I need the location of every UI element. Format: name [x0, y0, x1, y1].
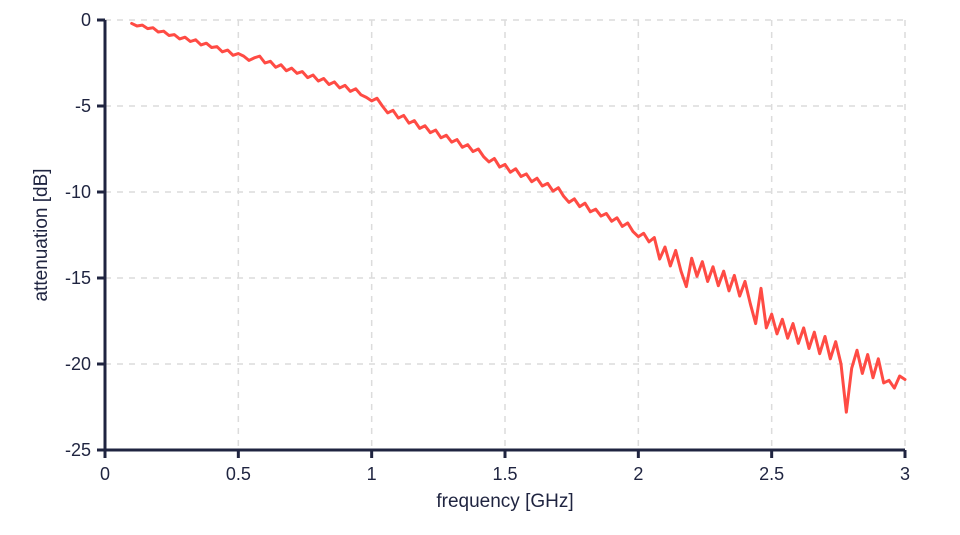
x-tick-label: 0 — [100, 464, 110, 484]
y-tick-label: -10 — [65, 182, 91, 202]
x-tick-label: 1 — [367, 464, 377, 484]
x-axis-label: frequency [GHz] — [436, 491, 573, 512]
x-tick-label: 2.5 — [759, 464, 784, 484]
y-tick-label: -20 — [65, 354, 91, 374]
y-tick-label: -5 — [75, 96, 91, 116]
x-tick-label: 3 — [900, 464, 910, 484]
x-tick-label: 2 — [633, 464, 643, 484]
y-tick-label: -15 — [65, 268, 91, 288]
y-axis-label: attenuation [dB] — [31, 168, 52, 301]
y-tick-label: 0 — [81, 10, 91, 30]
x-tick-label: 1.5 — [492, 464, 517, 484]
x-tick-label: 0.5 — [226, 464, 251, 484]
y-tick-label: -25 — [65, 440, 91, 460]
attenuation-vs-frequency-chart: 0 0.5 1 1.5 2 2.5 3 -25 -20 -15 -10 -5 0 frequency [G… — [0, 0, 960, 535]
